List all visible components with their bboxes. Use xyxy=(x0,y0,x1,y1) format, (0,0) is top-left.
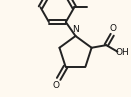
Text: O: O xyxy=(110,24,117,33)
Text: N: N xyxy=(72,25,79,33)
Text: O: O xyxy=(52,81,59,90)
Text: OH: OH xyxy=(116,48,129,57)
